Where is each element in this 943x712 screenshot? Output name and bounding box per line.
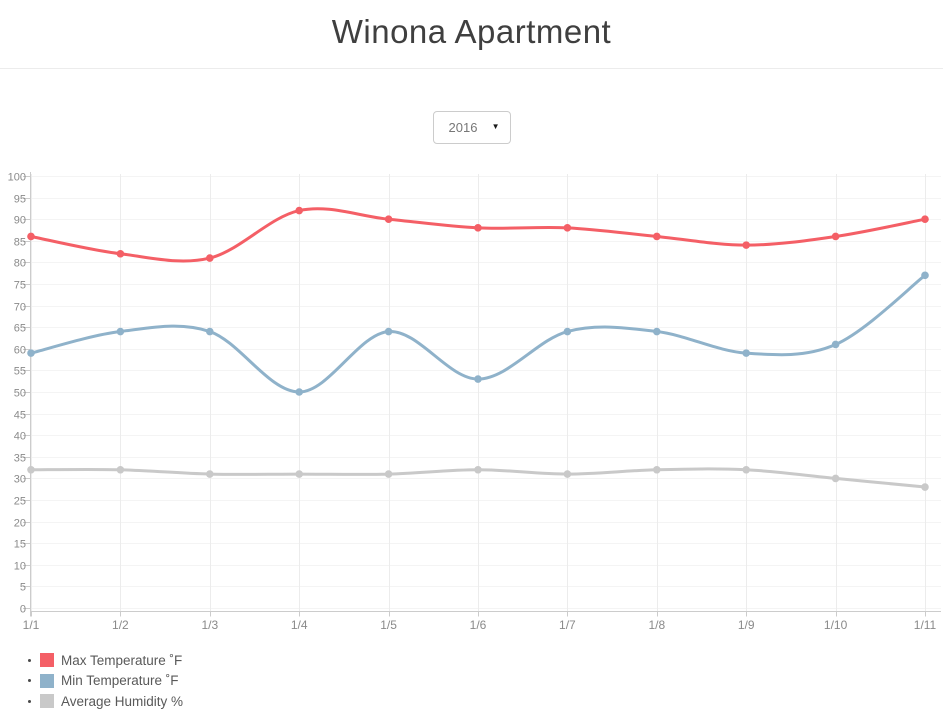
svg-text:1/11: 1/11: [914, 618, 937, 632]
svg-text:5: 5: [20, 582, 26, 594]
svg-text:35: 35: [14, 453, 26, 465]
legend-bullet-icon: [28, 699, 31, 703]
svg-text:55: 55: [14, 366, 26, 378]
svg-text:30: 30: [14, 474, 26, 486]
legend-label-max-temperature: Max Temperature ˚F: [61, 652, 183, 668]
svg-text:100: 100: [8, 172, 26, 184]
legend-swatch-min-temperature: [40, 673, 54, 688]
svg-text:60: 60: [14, 345, 26, 357]
svg-text:0: 0: [20, 604, 26, 616]
svg-text:1/2: 1/2: [112, 618, 129, 632]
svg-text:1/6: 1/6: [470, 618, 487, 632]
svg-text:95: 95: [14, 194, 26, 206]
svg-text:20: 20: [14, 518, 26, 530]
svg-text:80: 80: [14, 258, 26, 270]
svg-text:25: 25: [14, 496, 26, 508]
svg-text:1/3: 1/3: [201, 618, 218, 632]
svg-text:1/8: 1/8: [648, 618, 665, 632]
chart-legend: Max Temperature ˚F Min Temperature ˚F Av…: [0, 650, 943, 712]
svg-text:1/1: 1/1: [23, 618, 40, 632]
legend-label-average-humidity: Average Humidity %: [61, 693, 184, 709]
svg-text:10: 10: [14, 561, 26, 573]
year-select[interactable]: 2016: [432, 111, 511, 144]
year-select-wrapper: 2016 ▼: [432, 111, 511, 144]
legend-bullet-icon: [28, 679, 31, 683]
svg-text:40: 40: [14, 431, 26, 443]
legend-item-min-temperature[interactable]: Min Temperature ˚F: [28, 671, 943, 692]
svg-text:50: 50: [14, 388, 26, 400]
svg-text:70: 70: [14, 302, 26, 314]
svg-text:1/9: 1/9: [738, 618, 755, 632]
year-select-row: 2016 ▼: [0, 111, 943, 144]
legend-swatch-max-temperature: [40, 653, 54, 668]
legend-item-max-temperature[interactable]: Max Temperature ˚F: [28, 650, 943, 671]
svg-text:90: 90: [14, 215, 26, 227]
legend-bullet-icon: [28, 658, 31, 662]
svg-text:45: 45: [14, 410, 26, 422]
legend-label-min-temperature: Min Temperature ˚F: [61, 673, 179, 689]
svg-text:15: 15: [14, 539, 26, 551]
svg-text:1/4: 1/4: [291, 618, 308, 632]
svg-text:85: 85: [14, 237, 26, 249]
legend-swatch-average-humidity: [40, 694, 54, 709]
page-title: Winona Apartment: [331, 13, 612, 50]
svg-text:75: 75: [14, 280, 26, 292]
page-header: Winona Apartment: [0, 0, 943, 69]
temperature-humidity-chart: 0 5 10 15 20 25 30 35 40 45 50 55 60 65 70 75 80 85 90 95 10…: [0, 166, 943, 644]
svg-text:1/7: 1/7: [559, 618, 576, 632]
chart-canvas: 0 5 10 15 20 25 30 35 40 45 50 55 60 65 70 75 80 85 90 95 10…: [8, 172, 941, 632]
svg-text:65: 65: [14, 323, 26, 335]
svg-text:1/5: 1/5: [380, 618, 397, 632]
svg-text:1/10: 1/10: [824, 618, 848, 632]
legend-item-average-humidity[interactable]: Average Humidity %: [28, 691, 943, 712]
